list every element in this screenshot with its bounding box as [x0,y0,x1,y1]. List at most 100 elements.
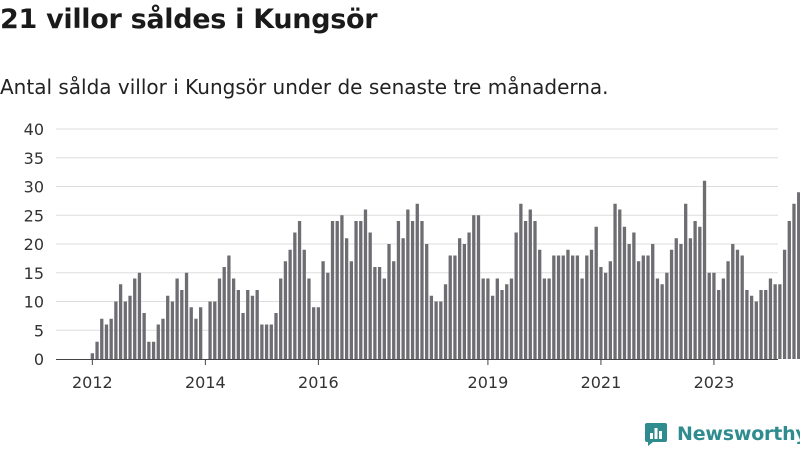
bar [434,301,438,359]
bar [787,221,791,359]
bar [175,278,179,359]
x-tick-label: 2019 [468,373,509,392]
bar [180,290,184,359]
bar [707,272,711,359]
bar [227,255,231,359]
bar [307,278,311,359]
bar [693,221,697,359]
bar [782,249,787,359]
bar [698,226,702,359]
y-tick-label: 0 [34,350,44,369]
bar [542,278,547,359]
bar [580,278,584,359]
bar [213,301,217,359]
bar [613,203,617,359]
bar [368,232,372,359]
bar [382,278,386,359]
bar [349,261,353,359]
bar [104,324,109,359]
bar [726,261,730,359]
bar [622,226,627,359]
bar [660,284,664,359]
bar [406,209,410,359]
brand-name: Newsworthy [677,423,800,445]
bar [632,232,636,359]
bar [603,272,608,359]
bar [679,244,683,359]
bar [401,238,405,359]
bar [561,255,565,359]
bar [453,255,457,359]
bar [599,267,603,359]
bar [519,203,523,359]
y-tick-label: 10 [24,293,44,312]
bar [585,255,589,359]
bar [571,255,575,359]
bar [335,221,339,359]
bar [420,221,424,359]
bar [500,290,504,359]
bar [688,238,693,359]
bar [754,301,758,359]
x-tick-label: 2023 [694,373,735,392]
bar [151,341,156,359]
bar [523,221,528,359]
bar [627,244,631,359]
bar [684,203,688,359]
bar [514,232,518,359]
y-tick-label: 20 [24,235,44,254]
bar [410,221,415,359]
x-tick-label: 2021 [581,373,622,392]
bar [293,232,297,359]
bar [147,341,151,359]
bar [387,244,391,359]
y-tick-label: 15 [24,264,44,283]
newsworthy-logo-icon [645,423,667,446]
bar [764,290,768,359]
y-tick-label: 40 [24,120,44,139]
bar [467,232,471,359]
bar [731,244,735,359]
bar [476,215,481,359]
bar [792,203,796,359]
bar [133,278,137,359]
bar [448,255,452,359]
bar [297,221,302,359]
bar [509,278,514,359]
bar [396,221,401,359]
bar [745,290,749,359]
bar [90,353,94,359]
bar [118,284,123,359]
bar [655,278,660,359]
y-tick-label: 5 [34,321,44,340]
bar [274,313,278,359]
y-tick-label: 30 [24,178,44,197]
bar [472,215,476,359]
bar [128,295,132,359]
chart-subtitle: Antal sålda villor i Kungsör under de se… [0,75,609,99]
bar [505,284,509,359]
bar [533,221,537,359]
bar [354,221,358,359]
bar [702,180,707,359]
bar [641,255,645,359]
bar [556,255,561,359]
bar [392,261,396,359]
bar [100,318,104,359]
bar [462,244,467,359]
bar [575,255,580,359]
bar [458,238,462,359]
bar [429,295,434,359]
bar [547,278,551,359]
bar [740,255,744,359]
bar [636,261,641,359]
bar [373,267,377,359]
bar [123,301,127,359]
bar [170,301,175,359]
bar [231,278,236,359]
bar [260,324,264,359]
bar [359,221,363,359]
bar [344,238,349,359]
bar [312,307,316,359]
bar [415,203,419,359]
